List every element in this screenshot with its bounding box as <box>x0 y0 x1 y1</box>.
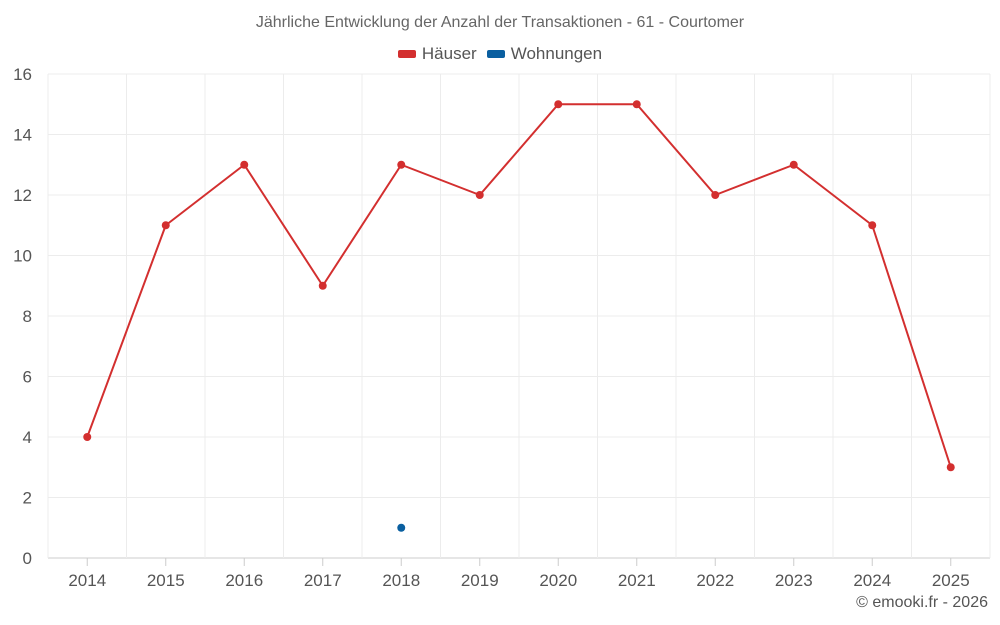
credit-text: © emooki.fr - 2026 <box>856 594 988 611</box>
y-tick-label: 0 <box>23 549 32 568</box>
x-tick-label: 2018 <box>382 571 420 590</box>
data-point-haeuser <box>397 160 406 169</box>
y-tick-label: 10 <box>13 247 32 266</box>
data-point-haeuser <box>318 281 327 290</box>
y-tick-label: 16 <box>13 65 32 84</box>
x-tick-label: 2015 <box>147 571 185 590</box>
data-point-haeuser <box>711 191 720 199</box>
x-tick-label: 2017 <box>304 571 342 590</box>
legend-item-wohnungen[interactable]: Wohnungen <box>486 44 603 64</box>
data-point-haeuser <box>789 160 798 169</box>
x-tick-label: 2014 <box>68 571 106 590</box>
x-tick-label: 2016 <box>225 571 263 590</box>
y-tick-label: 8 <box>23 307 32 326</box>
data-point-haeuser <box>554 100 563 109</box>
data-point-wohnungen <box>397 523 406 532</box>
series-line-haeuser <box>86 103 952 468</box>
legend-label-wohnungen: Wohnungen <box>510 44 603 63</box>
y-tick-label: 2 <box>23 489 32 508</box>
data-point-haeuser <box>161 221 170 230</box>
data-point-haeuser <box>868 221 877 230</box>
y-tick-label: 4 <box>23 428 32 447</box>
legend-swatch-wohnungen <box>486 50 505 58</box>
y-tick-label: 12 <box>13 186 32 205</box>
x-tick-label: 2020 <box>539 571 577 590</box>
y-tick-label: 14 <box>13 126 32 145</box>
legend-label-haeuser: Häuser <box>421 44 477 63</box>
x-tick-label: 2023 <box>775 571 813 590</box>
data-point-haeuser <box>83 433 92 441</box>
x-tick-label: 2024 <box>853 571 891 590</box>
x-tick-label: 2019 <box>461 571 499 590</box>
legend-item-haeuser[interactable]: Häuser <box>397 44 477 64</box>
data-point-haeuser <box>475 191 484 199</box>
chart-title: Jährliche Entwicklung der Anzahl der Tra… <box>255 14 745 31</box>
legend: Häuser Wohnungen <box>0 44 1000 64</box>
data-point-haeuser <box>946 463 955 472</box>
data-point-haeuser <box>632 100 641 109</box>
x-tick-label: 2021 <box>618 571 656 590</box>
legend-swatch-haeuser <box>397 50 416 58</box>
data-point-haeuser <box>240 160 249 169</box>
y-tick-label: 6 <box>23 368 32 387</box>
x-tick-label: 2025 <box>932 571 970 590</box>
x-tick-label: 2022 <box>696 571 734 590</box>
